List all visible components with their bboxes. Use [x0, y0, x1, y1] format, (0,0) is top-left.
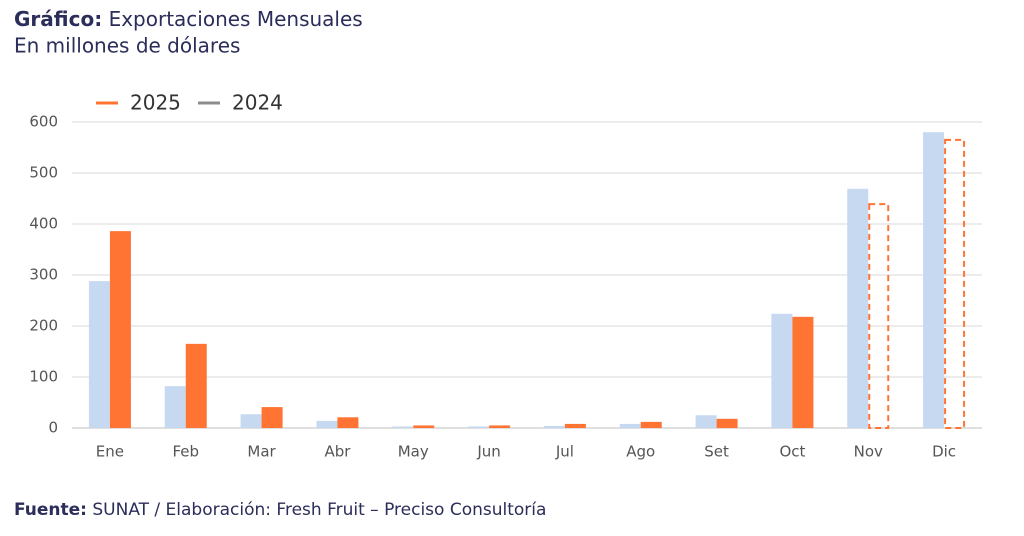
bar: [392, 426, 414, 428]
bar: [640, 421, 662, 428]
bar: [847, 188, 869, 428]
bar: [771, 313, 793, 428]
legend-label: 2024: [232, 91, 283, 115]
bar: [923, 132, 945, 428]
bar: [164, 386, 186, 428]
legend-label: 2025: [130, 91, 181, 115]
title-text: Exportaciones Mensuales: [109, 7, 363, 31]
chart-title: Gráfico: Exportaciones Mensuales: [14, 7, 363, 31]
bar: [944, 138, 966, 430]
x-tick-label: Nov: [854, 443, 883, 461]
x-tick-label: Ago: [626, 443, 655, 461]
bar: [543, 425, 565, 428]
bar: [185, 343, 207, 428]
bar: [489, 425, 511, 428]
y-tick-label: 200: [29, 317, 58, 335]
x-tick-label: Dic: [932, 443, 956, 461]
bar: [695, 415, 717, 428]
source-label: Fuente:: [14, 500, 87, 520]
y-tick-label: 600: [29, 113, 58, 131]
x-tick-label: Jun: [476, 443, 500, 461]
bar: [240, 414, 262, 428]
bar: [261, 407, 283, 428]
x-tick-label: Oct: [779, 443, 805, 461]
bar: [109, 231, 131, 428]
x-tick-label: Feb: [172, 443, 199, 461]
x-tick-label: Mar: [247, 443, 276, 461]
y-tick-label: 100: [29, 368, 58, 386]
bar: [564, 423, 586, 428]
x-tick-label: May: [398, 443, 429, 461]
x-tick-label: Abr: [324, 443, 351, 461]
bar: [316, 420, 338, 428]
x-tick-label: Set: [704, 443, 729, 461]
y-tick-label: 0: [48, 419, 58, 437]
bar: [337, 417, 359, 428]
bar: [468, 426, 490, 428]
source: Fuente: SUNAT / Elaboración: Fresh Fruit…: [14, 500, 546, 520]
bar: [413, 425, 435, 428]
bar: [868, 203, 890, 429]
chart-subtitle: En millones de dólares: [14, 34, 240, 58]
bar: [619, 423, 641, 428]
bar: [716, 418, 738, 428]
y-tick-label: 500: [29, 164, 58, 182]
bar: [88, 281, 110, 428]
source-text: SUNAT / Elaboración: Fresh Fruit – Preci…: [92, 500, 546, 520]
title-label: Gráfico:: [14, 7, 102, 31]
y-tick-label: 300: [29, 266, 58, 284]
x-tick-label: Jul: [555, 443, 574, 461]
x-tick-label: Ene: [96, 443, 124, 461]
bar: [792, 316, 814, 428]
y-tick-label: 400: [29, 215, 58, 233]
